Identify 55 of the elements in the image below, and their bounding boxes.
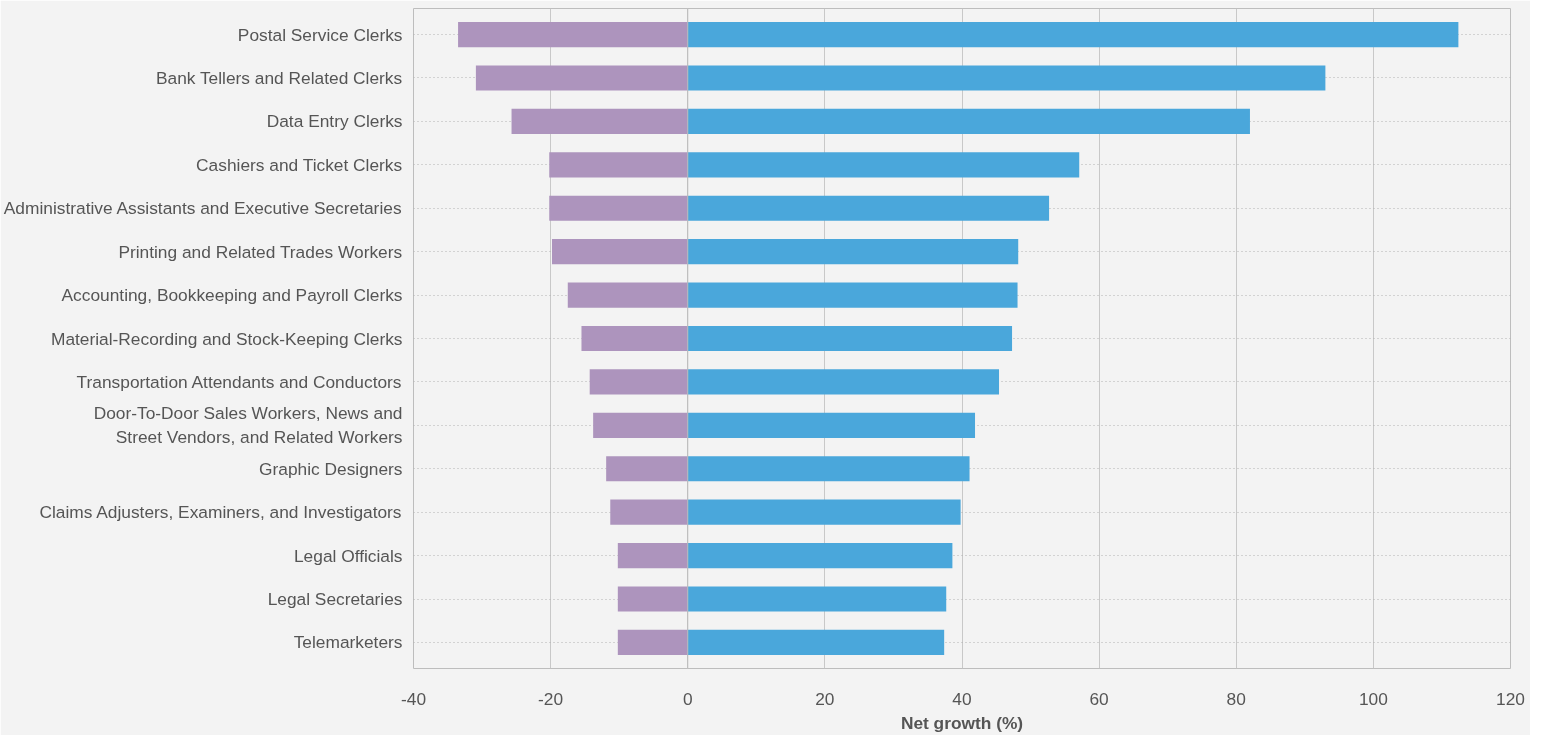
bar: [581, 325, 688, 352]
x-tick-label: -40: [400, 688, 427, 709]
bar: [687, 21, 1459, 48]
y-tick-label: Claims Adjusters, Examiners, and Investigators: [39, 502, 402, 523]
y-tick-label: Data Entry Clerks: [266, 111, 403, 132]
bar: [687, 543, 953, 569]
bar: [475, 65, 688, 91]
bar: [687, 108, 1250, 134]
bar: [687, 239, 1019, 265]
x-tick-label: 20: [815, 688, 835, 709]
bar: [687, 586, 947, 612]
bar: [552, 239, 688, 265]
bar: [687, 282, 1018, 308]
bar: [687, 412, 976, 438]
y-tick-label: Accounting, Bookkeeping and Payroll Clerks: [61, 285, 403, 306]
x-tick-label: 120: [1496, 688, 1525, 709]
bar: [687, 629, 945, 656]
bar: [567, 282, 688, 308]
x-tick-label: 80: [1226, 688, 1246, 709]
bar: [458, 21, 688, 48]
y-tick-label: Material-Recording and Stock-Keeping Clerks: [50, 328, 403, 349]
x-axis-title: Net growth (%): [900, 712, 1024, 733]
x-tick-label: 40: [952, 688, 972, 709]
bar: [687, 499, 961, 525]
y-tick-label: Administrative Assistants and Executive Secretaries: [3, 198, 402, 219]
bar: [687, 369, 1000, 395]
bar: [549, 195, 688, 221]
bar: [610, 499, 688, 525]
bar: [511, 108, 688, 134]
y-tick-label: Telemarketers: [293, 632, 403, 653]
y-tick-label: Graphic Designers: [259, 458, 403, 479]
y-tick-label: Bank Tellers and Related Clerks: [155, 67, 403, 88]
y-tick-label: Printing and Related Trades Workers: [118, 241, 403, 262]
bar: [687, 456, 970, 482]
bar: [589, 369, 688, 395]
bar: [687, 195, 1050, 221]
y-tick-label: Legal Officials: [293, 545, 403, 566]
bar: [687, 65, 1326, 91]
bar: [606, 456, 688, 482]
y-tick-label: Transportation Attendants and Conductors: [76, 371, 402, 392]
bar: [617, 586, 688, 612]
bar: [617, 629, 688, 656]
bar: [687, 325, 1013, 352]
y-tick-label: Door-To-Door Sales Workers, News and Street Vendors, and Related Workers: [93, 403, 403, 448]
y-tick-label: Postal Service Clerks: [237, 24, 403, 45]
y-tick-label: Cashiers and Ticket Clerks: [196, 154, 403, 175]
x-tick-label: 60: [1089, 688, 1109, 709]
x-tick-label: -20: [538, 688, 564, 709]
x-tick-label: 0: [682, 688, 693, 709]
bar: [549, 152, 688, 178]
bar: [593, 412, 688, 438]
x-tick-label: 100: [1358, 688, 1388, 709]
bar: [617, 543, 688, 569]
y-tick-label: Legal Secretaries: [267, 589, 403, 610]
bar: [687, 152, 1080, 178]
